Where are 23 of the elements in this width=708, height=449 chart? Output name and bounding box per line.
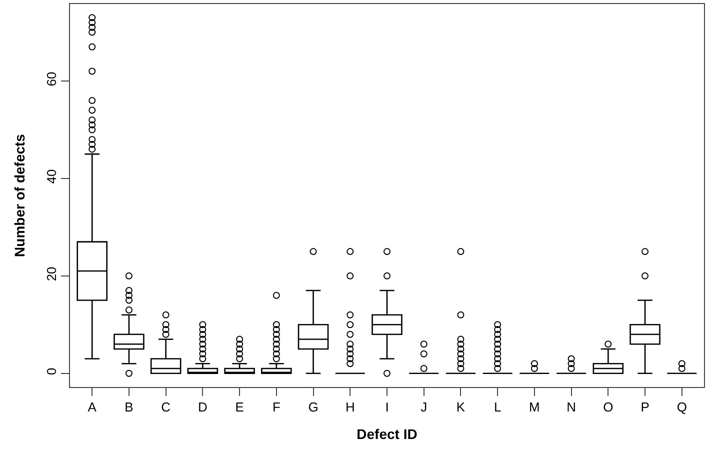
x-tick-label: D	[198, 400, 208, 415]
y-axis-title: Number of defects	[11, 134, 28, 257]
x-tick-label: C	[161, 400, 171, 415]
x-tick-label: O	[603, 400, 614, 415]
y-tick-label: 0	[44, 368, 59, 376]
x-tick-label: P	[640, 400, 650, 415]
x-tick-label: L	[494, 400, 502, 415]
x-tick-label: J	[420, 400, 428, 415]
x-tick-label: M	[529, 400, 540, 415]
x-tick-label: F	[272, 400, 280, 415]
x-tick-label: B	[124, 400, 134, 415]
x-tick-label: H	[345, 400, 355, 415]
x-tick-label: I	[385, 400, 389, 415]
x-axis-title: Defect ID	[356, 426, 418, 442]
x-tick-label: A	[88, 400, 97, 415]
y-tick-label: 20	[44, 266, 59, 282]
x-tick-label: G	[308, 400, 318, 415]
y-tick-label: 40	[44, 169, 59, 184]
x-tick-label: E	[235, 400, 244, 415]
x-tick-label: Q	[676, 400, 687, 415]
x-tick-label: K	[456, 400, 466, 415]
x-tick-label: N	[566, 400, 576, 415]
y-tick-label: 60	[44, 72, 59, 86]
